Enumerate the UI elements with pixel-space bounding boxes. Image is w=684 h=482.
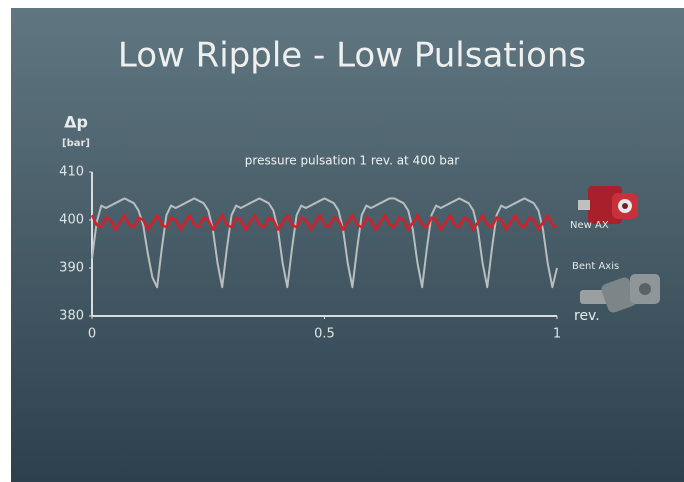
bent-axis-pump-icon xyxy=(580,274,660,313)
y-axis-label: Δp xyxy=(64,113,88,132)
new-ax-pump-icon xyxy=(578,186,638,224)
series-line xyxy=(90,213,558,231)
y-tick-label: 410 xyxy=(59,165,84,180)
x-tick-label: 1 xyxy=(553,327,561,342)
y-tick-label: 380 xyxy=(59,309,84,324)
subtitle: pressure pulsation 1 rev. at 400 bar xyxy=(245,154,459,168)
y-tick-label: 390 xyxy=(59,261,84,276)
x-axis-label: rev. xyxy=(574,308,600,324)
legend-label: New AX xyxy=(570,220,609,231)
x-tick-label: 0.5 xyxy=(314,327,335,342)
title: Low Ripple - Low Pulsations xyxy=(118,36,586,76)
background xyxy=(11,8,684,482)
series-line xyxy=(91,197,558,289)
x-tick-label: 0 xyxy=(88,327,96,342)
y-axis-unit: [bar] xyxy=(62,138,90,149)
legend-label: Bent Axis xyxy=(572,261,619,272)
y-tick-label: 400 xyxy=(59,213,84,228)
